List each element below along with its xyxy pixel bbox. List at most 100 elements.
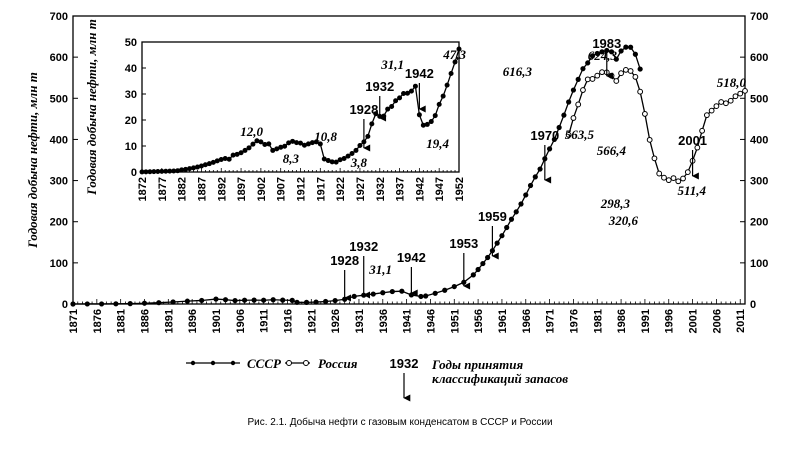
ussr-point — [566, 99, 572, 105]
data-labels: 1928193219421953195919701983200131,1616,… — [330, 36, 747, 302]
inset-point — [444, 82, 450, 88]
russia-point — [618, 70, 624, 77]
russia-point — [737, 90, 744, 97]
y-axis-title: Годовая добыча нефти, млн т — [25, 72, 40, 249]
x-tick-label: 1996 — [664, 309, 676, 333]
y-tick-label-left: 300 — [50, 176, 68, 188]
russia-point — [723, 100, 729, 107]
data-label: 566,4 — [597, 143, 627, 158]
ussr-point — [184, 298, 190, 304]
x-tick-label: 1991 — [640, 309, 652, 333]
ussr-point — [599, 49, 605, 55]
inset-point — [222, 155, 228, 161]
inset-frame — [141, 41, 460, 173]
data-label: 511,4 — [677, 183, 706, 198]
ussr-point — [380, 290, 386, 296]
ussr-point — [451, 283, 457, 290]
inset-point — [456, 46, 462, 52]
inset-x-tick-label: 1897 — [236, 177, 248, 201]
inset-data-label: 31,1 — [380, 57, 404, 72]
inset-point — [191, 165, 197, 171]
inset-x-tick-label: 1927 — [355, 177, 367, 201]
russia-point — [627, 68, 634, 74]
inset-y-axis-title: Годовая добыча нефти, млн т — [84, 19, 99, 196]
inset-point — [333, 159, 339, 165]
y-tick-label-right: 0 — [750, 299, 756, 311]
main-plot-frame — [72, 15, 746, 305]
ussr-point — [504, 224, 510, 231]
inset-x-tick-label: 1902 — [256, 177, 268, 201]
russia-point — [594, 72, 601, 79]
x-tick-label: 1881 — [116, 309, 128, 333]
inset-x-tick-label: 1942 — [414, 177, 426, 201]
inset-point — [353, 147, 359, 153]
legend-ussr-label: СССР — [247, 356, 282, 371]
russia-point — [727, 97, 734, 104]
inset-data-label: 12,0 — [240, 124, 263, 139]
inset-point — [278, 144, 284, 150]
ussr-point — [585, 60, 591, 66]
inset-point — [179, 167, 185, 173]
y-tick-label-right: 600 — [750, 52, 768, 64]
inset-x-tick-label: 1877 — [157, 177, 169, 201]
legend: СССР Россия 1932 Годы принятияклассификаций… — [186, 356, 568, 402]
russia-point — [718, 99, 725, 105]
x-tick-label: 1901 — [211, 309, 223, 333]
ussr-point — [485, 254, 491, 261]
ussr-point — [399, 288, 405, 294]
ussr-point — [261, 297, 267, 303]
inset-x-tick-label: 1872 — [137, 177, 149, 201]
x-tick-label: 1926 — [330, 309, 342, 333]
data-label: 563,5 — [565, 127, 595, 142]
russia-point — [732, 93, 739, 100]
ussr-point — [470, 272, 476, 278]
ussr-point — [84, 301, 90, 307]
inset-point — [171, 168, 177, 174]
ussr-point — [618, 48, 624, 54]
legend-russia-marker — [303, 360, 309, 366]
inset-y-tick-label: 50 — [125, 37, 137, 49]
russia-point — [656, 170, 663, 177]
arrow-year-label: 1932 — [349, 239, 378, 254]
russia-point — [589, 76, 596, 82]
inset-point — [187, 166, 193, 172]
russia-point — [632, 73, 639, 80]
ussr-point — [580, 66, 586, 72]
inset-point — [420, 122, 426, 128]
inset-y-tick-label: 10 — [125, 141, 137, 153]
inset-point — [401, 90, 407, 96]
inset-point — [262, 141, 268, 147]
x-tick-label: 1936 — [378, 309, 390, 333]
inset-point — [218, 157, 224, 163]
inset-point — [294, 140, 300, 146]
ussr-point — [637, 66, 643, 72]
inset-x-tick-label: 1892 — [216, 177, 228, 201]
x-tick-label: 1951 — [449, 309, 461, 333]
russia-point — [665, 177, 672, 184]
ussr-point — [551, 136, 557, 143]
inset-point — [404, 90, 410, 96]
ussr-point — [408, 292, 414, 298]
inset-point — [317, 141, 323, 147]
x-tick-label: 2001 — [688, 309, 700, 333]
ussr-point — [423, 293, 429, 299]
x-tick-label: 1886 — [139, 309, 151, 333]
x-tick-label: 1981 — [592, 309, 604, 333]
ussr-point — [604, 47, 610, 54]
russia-point — [646, 136, 653, 143]
inset-point — [436, 101, 442, 107]
russia-point — [703, 112, 710, 119]
inset-point — [349, 151, 355, 157]
inset-point — [341, 155, 347, 161]
x-tick-label: 1871 — [68, 309, 80, 333]
y-tick-label-right: 700 — [750, 11, 768, 23]
ussr-point — [608, 49, 615, 55]
ussr-point — [575, 76, 581, 82]
ussr-point — [232, 297, 238, 304]
inset-point — [452, 59, 458, 65]
x-tick-label: 1891 — [163, 309, 175, 333]
inset-point — [345, 153, 351, 159]
y-tick-label-right: 200 — [750, 217, 768, 229]
inset-point — [408, 88, 414, 94]
inset-x-tick-label: 1907 — [276, 177, 288, 201]
